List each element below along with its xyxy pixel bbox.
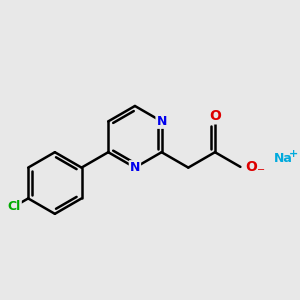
Text: N: N (156, 115, 167, 128)
Text: Cl: Cl (8, 200, 21, 213)
Text: −: − (256, 165, 265, 176)
Text: N: N (130, 161, 140, 174)
Text: O: O (209, 110, 221, 123)
Text: O: O (246, 160, 258, 174)
Text: +: + (289, 149, 298, 159)
Text: Na: Na (274, 152, 293, 165)
